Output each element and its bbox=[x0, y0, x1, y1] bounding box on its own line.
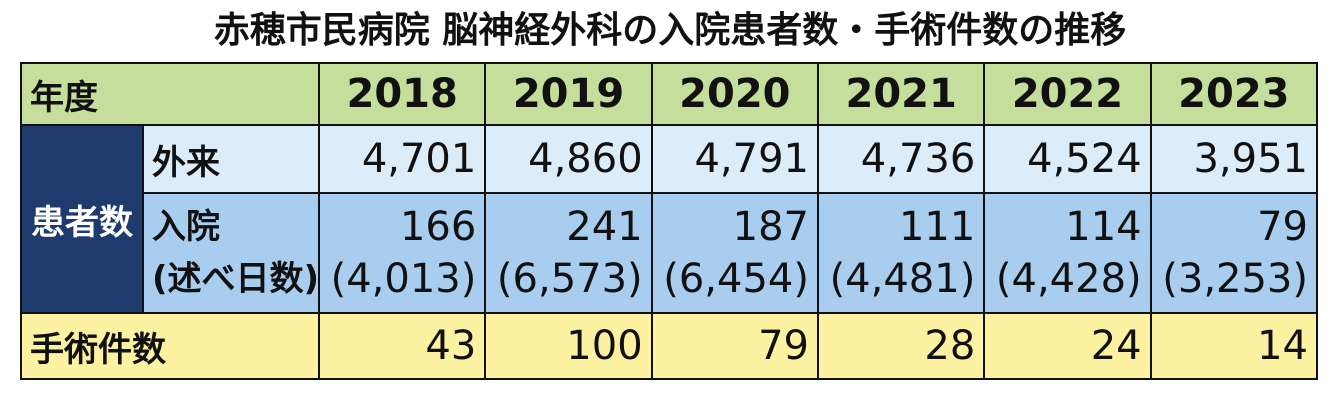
year-header: 2021 bbox=[816, 62, 986, 126]
row-label: 入院 (述べ日数) bbox=[142, 192, 320, 314]
year-header: 2023 bbox=[1149, 62, 1319, 126]
inpatient-cell: 114 (4,428) bbox=[983, 192, 1152, 314]
inpatient-days: (4,013) bbox=[330, 256, 477, 302]
data-table: 年度 2018 2019 2020 2021 2022 2023 患者数 外来 4,701… bbox=[20, 62, 1319, 380]
inpatient-cell: 166 (4,013) bbox=[317, 192, 487, 314]
outpatient-cell: 4,860 bbox=[484, 124, 653, 194]
outpatient-cell: 4,524 bbox=[983, 124, 1152, 194]
outpatient-row: 患者数 外来 4,701 4,860 4,791 4,736 4,524 3,951 bbox=[20, 124, 1319, 314]
inpatient-cell: 111 (4,481) bbox=[816, 192, 986, 314]
outpatient-cell: 4,736 bbox=[816, 124, 986, 194]
inpatient-value: 187 bbox=[732, 204, 809, 250]
year-header: 2019 bbox=[484, 62, 653, 126]
surgery-cell: 24 bbox=[983, 312, 1152, 380]
surgery-cell: 43 bbox=[317, 312, 487, 380]
row-label: 外来 bbox=[142, 124, 320, 194]
outpatient-cell: 4,701 bbox=[317, 124, 487, 194]
title: 赤穂市民病院 脳神経外科の入院患者数・手術件数の推移 bbox=[213, 10, 1127, 51]
year-header: 2018 bbox=[317, 62, 487, 126]
inpatient-cell: 187 (6,454) bbox=[650, 192, 819, 314]
inpatient-value: 114 bbox=[1065, 204, 1142, 250]
inpatient-row: 入院 (述べ日数) 166 (4,013) 241 (6,573) 187 (6,454) 1… bbox=[21, 192, 1319, 314]
year-header: 2022 bbox=[983, 62, 1152, 126]
inpatient-days: (4,428) bbox=[995, 256, 1142, 302]
outpatient-cell: 3,951 bbox=[1149, 124, 1319, 194]
surgery-row: 手術件数 43 100 79 28 24 14 bbox=[20, 312, 1319, 380]
inpatient-value: 111 bbox=[898, 204, 976, 250]
inpatient-days: (4,481) bbox=[829, 256, 976, 302]
inpatient-value: 241 bbox=[566, 204, 643, 250]
inpatient-days: (6,454) bbox=[663, 256, 809, 302]
surgery-cell: 79 bbox=[650, 312, 819, 380]
inpatient-value: 79 bbox=[1257, 204, 1308, 250]
inpatient-days: (6,573) bbox=[496, 256, 643, 302]
header-row: 年度 2018 2019 2020 2021 2022 2023 bbox=[20, 62, 1319, 126]
surgery-cell: 14 bbox=[1149, 312, 1319, 380]
row-sublabel: (述べ日数) bbox=[152, 259, 319, 299]
row-label: 手術件数 bbox=[20, 312, 320, 380]
row-label: 入院 bbox=[152, 207, 220, 247]
surgery-cell: 100 bbox=[484, 312, 653, 380]
inpatient-value: 166 bbox=[399, 204, 477, 250]
inpatient-cell: 241 (6,573) bbox=[484, 192, 653, 314]
inpatient-cell: 79 (3,253) bbox=[1149, 192, 1319, 314]
inpatient-days: (3,253) bbox=[1162, 256, 1308, 302]
outpatient-cell: 4,791 bbox=[650, 124, 819, 194]
surgery-cell: 28 bbox=[816, 312, 986, 380]
header-label: 年度 bbox=[20, 62, 320, 126]
year-header: 2020 bbox=[650, 62, 819, 126]
group-label: 患者数 bbox=[20, 124, 144, 314]
